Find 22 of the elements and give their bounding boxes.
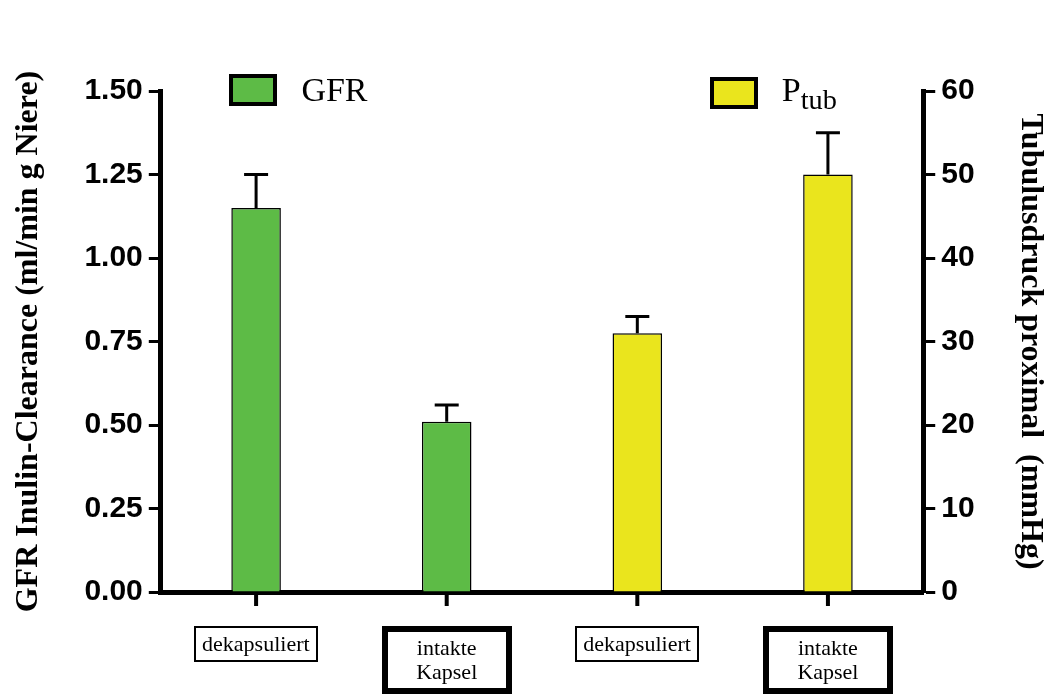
- y2-tick-label: 40: [941, 239, 975, 273]
- y2-tick-label: 30: [941, 322, 975, 356]
- y-tick-label: 0.50: [84, 406, 143, 440]
- y2-tick-label: 50: [941, 155, 975, 189]
- legend-label: P$_{tub}$: [781, 71, 837, 116]
- legend-label: GFR: [301, 71, 368, 109]
- x-tick-label: dekapsuliert: [575, 626, 699, 662]
- y-tick-label: 0.25: [84, 489, 143, 523]
- y2-tick-label: 0: [941, 573, 958, 607]
- x-tick-label: intakte Kapsel: [762, 626, 893, 694]
- y2-axis-title: Tubulusdruck proximal (mmHg): [1014, 113, 1051, 570]
- y2-tick-label: 20: [941, 406, 975, 440]
- x-tick-label: intakte Kapsel: [381, 626, 512, 694]
- y-tick-label: 0.00: [84, 573, 143, 607]
- y-tick-label: 1.50: [84, 72, 143, 106]
- y-tick-label: 1.25: [84, 155, 143, 189]
- y2-tick-label: 10: [941, 489, 975, 523]
- x-tick-label: dekapsuliert: [194, 626, 318, 662]
- y-tick-label: 1.00: [84, 239, 143, 273]
- y-axis-title: GFR Inulin-Clearance (ml/min g Niere): [8, 70, 45, 613]
- y-tick-label: 0.75: [84, 322, 143, 356]
- y2-tick-label: 60: [941, 72, 975, 106]
